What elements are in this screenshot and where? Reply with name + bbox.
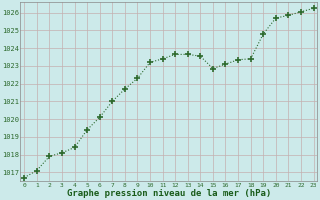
X-axis label: Graphe pression niveau de la mer (hPa): Graphe pression niveau de la mer (hPa) <box>67 189 271 198</box>
